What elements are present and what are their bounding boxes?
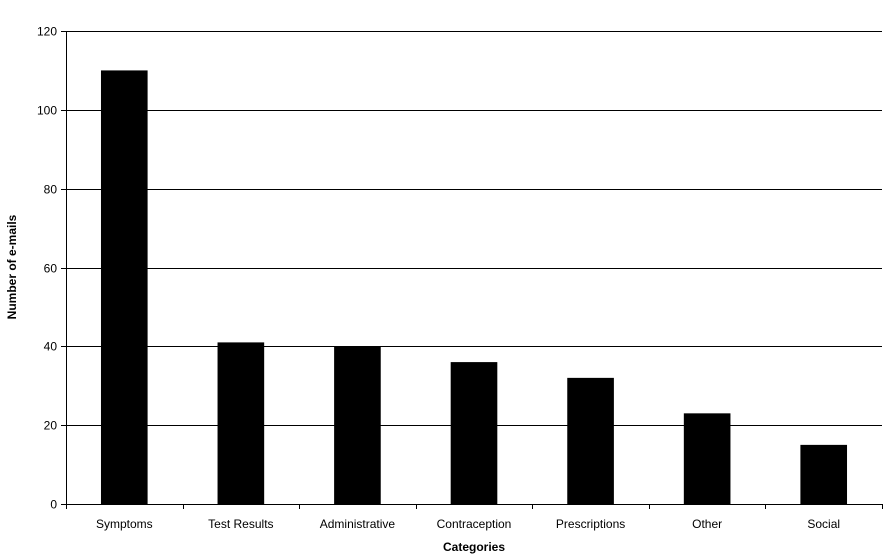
- bars: [100, 70, 848, 505]
- x-axis-title: Categories: [443, 540, 505, 554]
- x-tick-label: Contraception: [437, 517, 512, 531]
- bar-contraception: [450, 362, 498, 504]
- bar-other: [683, 413, 731, 504]
- y-tick-label: 100: [37, 104, 57, 118]
- y-tick-label: 40: [44, 340, 58, 354]
- x-tick-label: Social: [807, 517, 840, 531]
- y-tick-label: 60: [44, 262, 58, 276]
- plot-area: 0 20 40 60 80 100 120 Symptoms Test Results Admi…: [37, 25, 883, 531]
- y-tick-label: 20: [44, 419, 58, 433]
- x-tick-label: Other: [692, 517, 722, 531]
- bar-prescriptions: [567, 377, 614, 504]
- bar-test-results: [217, 342, 265, 504]
- y-ticks: 0 20 40 60 80 100 120: [37, 25, 66, 512]
- x-tick-label: Prescriptions: [556, 517, 625, 531]
- y-tick-label: 80: [44, 183, 58, 197]
- y-tick-label: 0: [50, 498, 57, 512]
- grid-lines: [66, 31, 882, 426]
- bar-social: [800, 444, 848, 504]
- bar-symptoms: [100, 70, 148, 505]
- bar-administrative: [334, 346, 381, 504]
- x-tick-label: Administrative: [320, 517, 396, 531]
- x-tick-label: Symptoms: [96, 517, 153, 531]
- x-tick-label: Test Results: [208, 517, 273, 531]
- y-axis-title: Number of e-mails: [5, 214, 19, 319]
- x-ticks: Symptoms Test Results Administrative Contra…: [66, 504, 883, 531]
- y-tick-label: 120: [37, 25, 57, 39]
